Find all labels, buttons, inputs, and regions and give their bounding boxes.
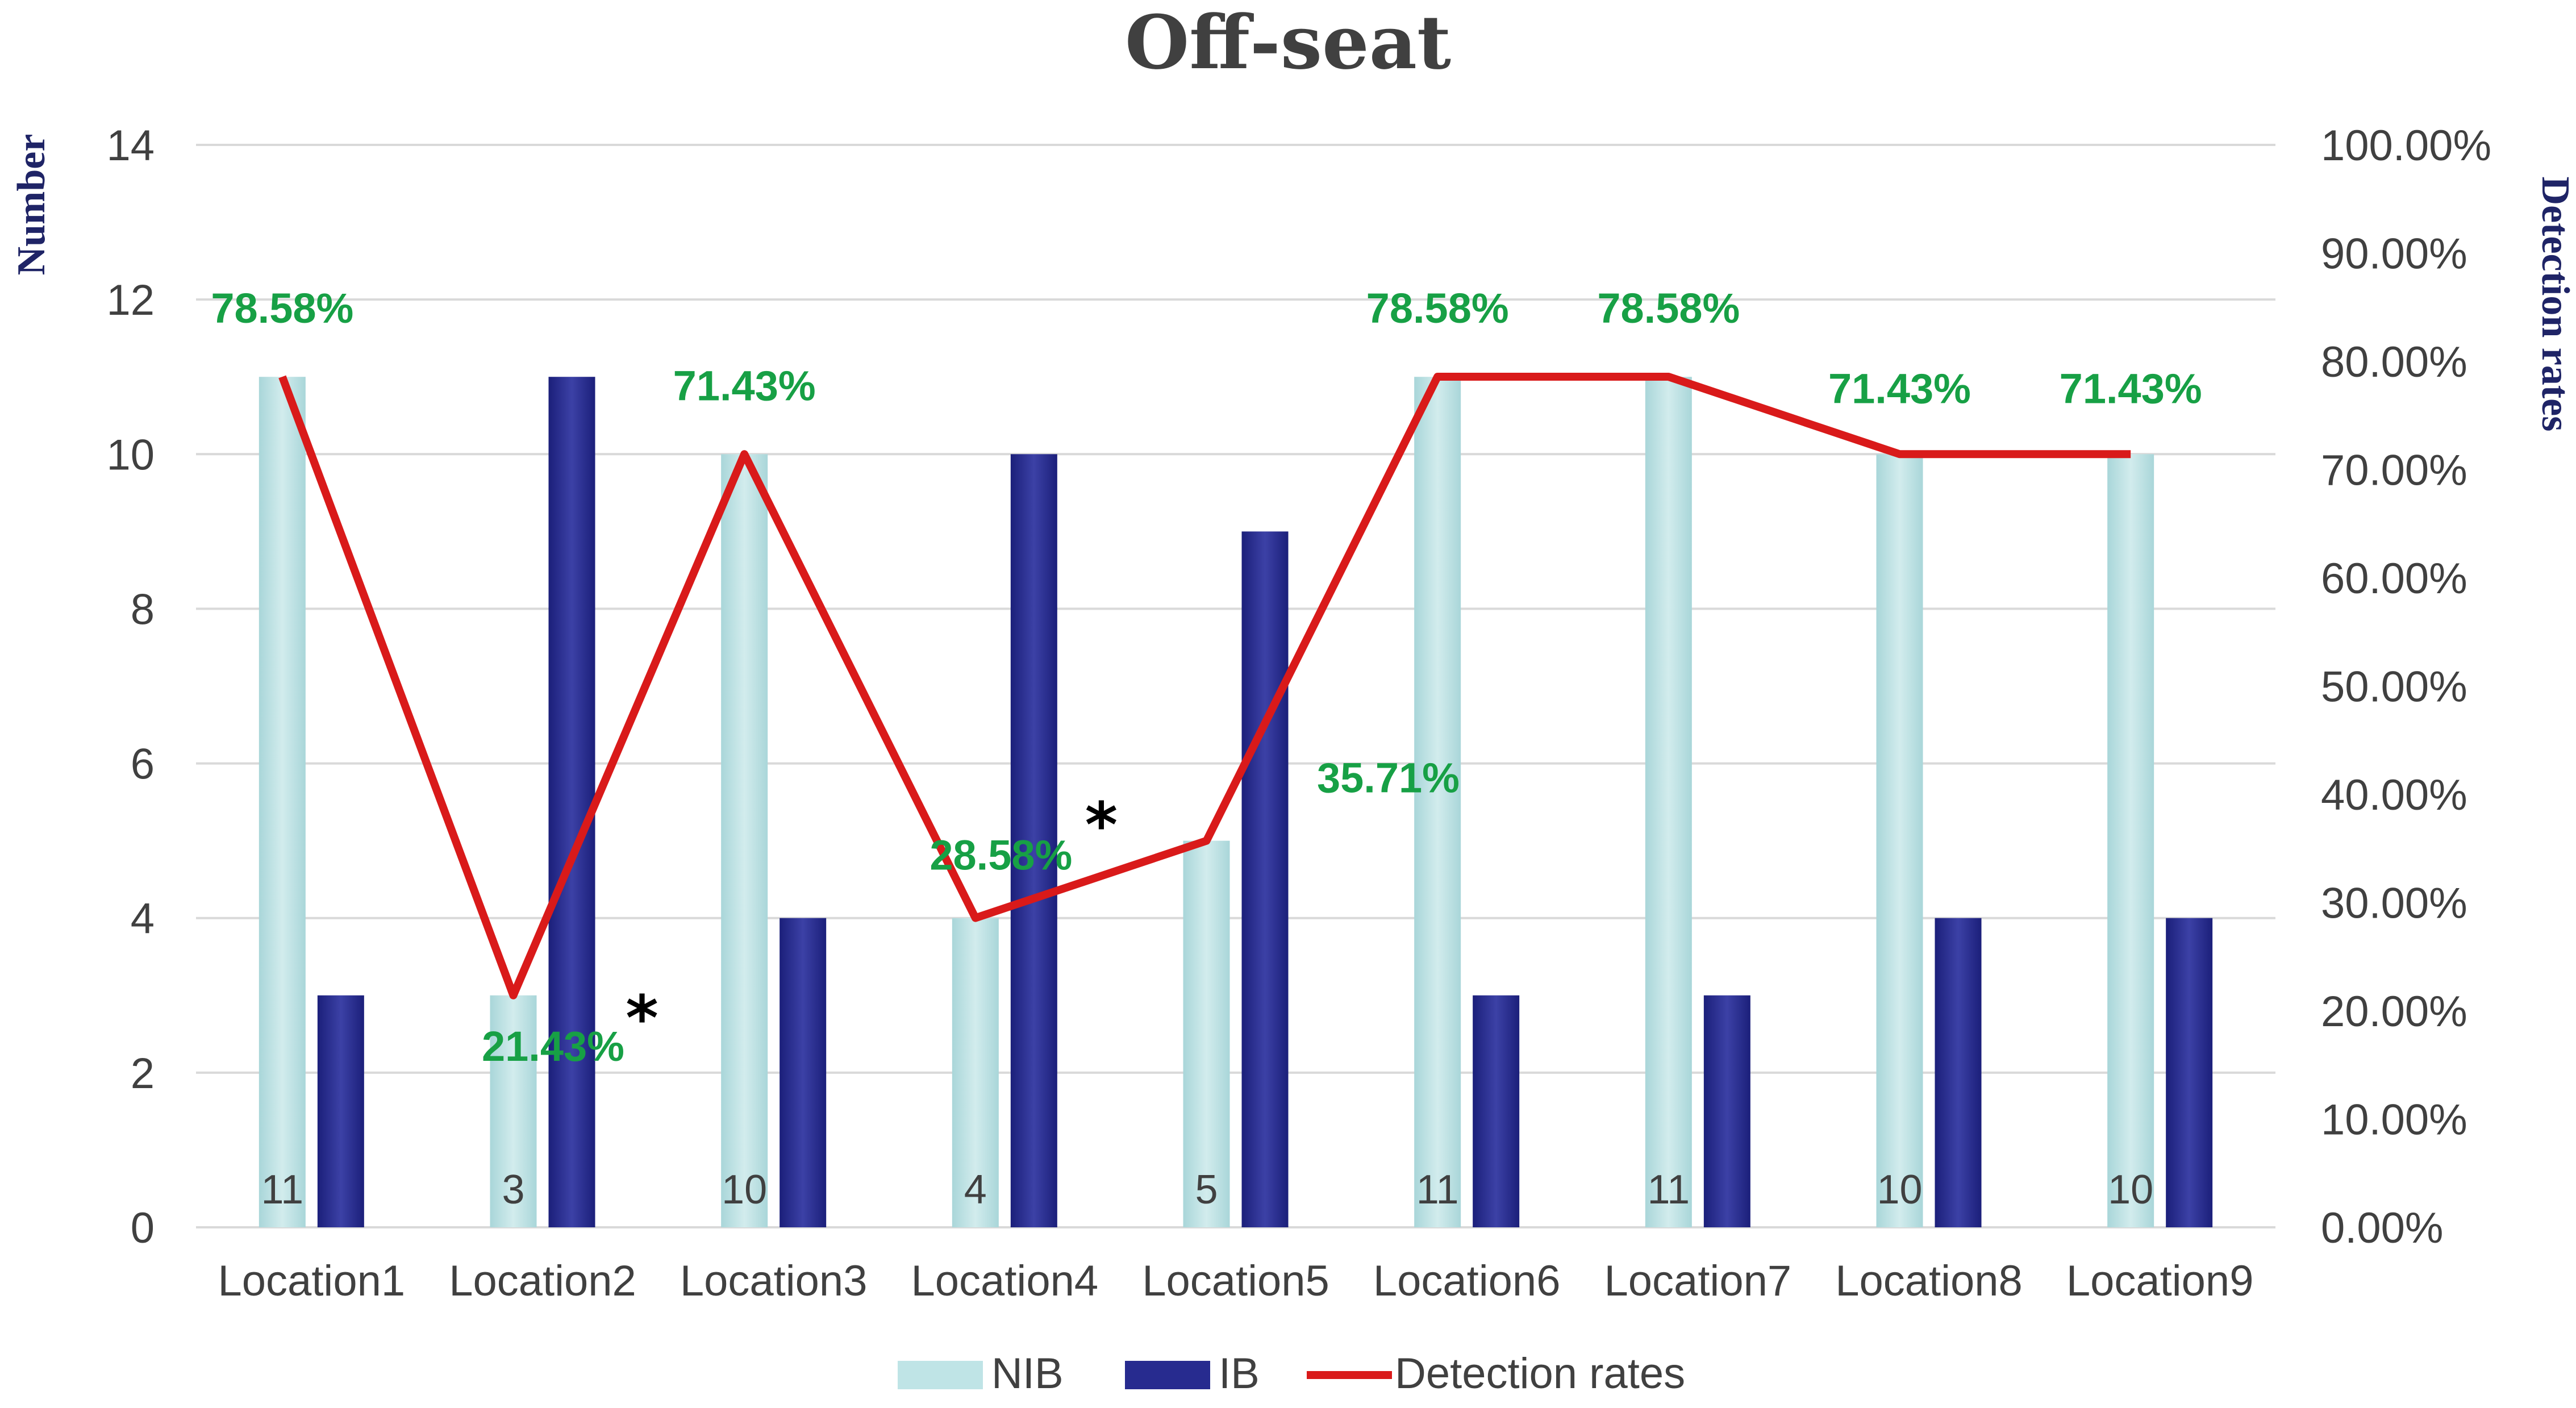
legend: NIB IB Detection rates [898, 1349, 1685, 1398]
y-tick-label: 6 [131, 740, 155, 789]
significance-asterisk: * [1085, 789, 1118, 861]
x-tick-label: Location4 [911, 1257, 1099, 1305]
y-tick-label: 14 [106, 122, 155, 170]
y-axis-title: Number [10, 134, 53, 276]
bar-value-label: 5 [1195, 1167, 1218, 1213]
bar-nib [1876, 454, 1923, 1228]
y-tick-label: 2 [131, 1049, 155, 1098]
bar-value-label: 11 [1647, 1167, 1690, 1213]
bar-value-label: 10 [1877, 1167, 1922, 1213]
bar-nib [259, 377, 306, 1227]
detection-rate-label: 78.58% [1366, 285, 1509, 332]
y2-tick-label: 30.00% [2321, 880, 2467, 928]
bar-value-labels: 11 3 10 4 5 11 11 10 10 [261, 1167, 2153, 1213]
detection-rate-label: 71.43% [673, 362, 816, 409]
detection-rate-label: 35.71% [1317, 755, 1460, 802]
y2-tick-label: 60.00% [2321, 555, 2467, 603]
legend-swatch-ib [1125, 1361, 1210, 1389]
bar-ib [317, 995, 364, 1227]
bar-value-label: 11 [1416, 1167, 1459, 1213]
bar-ib [1473, 995, 1520, 1227]
bar-nib [721, 454, 768, 1228]
bar-ib [780, 918, 827, 1227]
y2-tick-label: 100.00% [2321, 122, 2491, 170]
detection-rate-label: 71.43% [2060, 365, 2202, 412]
y-tick-label: 0 [131, 1204, 155, 1252]
x-tick-label: Location9 [2066, 1257, 2254, 1305]
detection-rate-label: 21.43% [482, 1023, 624, 1070]
x-tick-label: Location1 [218, 1257, 406, 1305]
y2-tick-label: 80.00% [2321, 338, 2467, 386]
bar-value-label: 4 [964, 1167, 987, 1213]
y-tick-label: 4 [131, 895, 155, 943]
x-tick-label: Location8 [1835, 1257, 2023, 1305]
bar-ib [1935, 918, 1982, 1227]
legend-label-nib: NIB [991, 1349, 1064, 1398]
detection-rate-polyline [278, 373, 2131, 999]
y2-tick-label: 40.00% [2321, 771, 2467, 819]
x-tick-label: Location6 [1373, 1257, 1561, 1305]
detection-rate-label: 78.58% [211, 285, 353, 332]
y-tick-label: 12 [106, 276, 155, 324]
detection-rate-label: 78.58% [1597, 285, 1740, 332]
y2-axis-title: Detection rates [2533, 177, 2576, 432]
x-tick-label: Location5 [1142, 1257, 1329, 1305]
y2-tick-label: 20.00% [2321, 988, 2467, 1036]
bar-ib [1010, 454, 1057, 1228]
significance-annotations: ** [626, 789, 1118, 1055]
bar-ib [1703, 995, 1750, 1227]
x-tick-label: Location3 [680, 1257, 868, 1305]
bar-nib [1183, 840, 1230, 1227]
y2-tick-label: 70.00% [2321, 447, 2467, 495]
y-tick-label: 10 [106, 431, 155, 479]
x-axis-labels: Location1 Location2 Location3 Location4 Loca… [218, 1257, 2254, 1305]
y2-tick-label: 90.00% [2321, 230, 2467, 278]
bar-ib [548, 377, 595, 1227]
legend-label-rate: Detection rates [1395, 1349, 1685, 1398]
bar-value-label: 10 [722, 1167, 767, 1213]
bar-value-label: 11 [261, 1167, 303, 1213]
detection-rate-labels: 78.58% 21.43% 71.43% 28.58% 35.71% 78.58% 78.5… [211, 285, 2202, 1070]
y2-tick-label: 50.00% [2321, 663, 2467, 711]
detection-rate-label: 28.58% [929, 832, 1072, 879]
y2-tick-label: 0.00% [2321, 1204, 2444, 1252]
y-tick-label: 8 [131, 585, 155, 634]
bar-nib [490, 995, 537, 1227]
detection-rate-line [278, 373, 2131, 999]
bar-value-label: 3 [502, 1167, 524, 1213]
y2-axis-ticks: 0.00% 10.00% 20.00% 30.00% 40.00% 50.00% 60.00… [2321, 122, 2491, 1252]
bar-nib [1414, 377, 1461, 1227]
y-axis-ticks: 0 2 4 6 8 10 12 14 [106, 122, 155, 1252]
bar-ib [1241, 531, 1289, 1227]
significance-asterisk: * [626, 982, 658, 1055]
x-tick-label: Location7 [1604, 1257, 1792, 1305]
bar-nib [2107, 454, 2154, 1228]
bar-nib [1645, 377, 1692, 1227]
legend-swatch-nib [898, 1361, 983, 1389]
legend-label-ib: IB [1219, 1349, 1260, 1398]
x-tick-label: Location2 [449, 1257, 636, 1305]
bars [259, 377, 2213, 1228]
bar-value-label: 10 [2108, 1167, 2153, 1213]
y2-tick-label: 10.00% [2321, 1096, 2467, 1144]
chart-title: Off-seat [1125, 0, 1451, 86]
bar-nib [952, 918, 999, 1227]
detection-rate-label: 71.43% [1828, 365, 1971, 412]
bar-ib [2166, 918, 2213, 1227]
